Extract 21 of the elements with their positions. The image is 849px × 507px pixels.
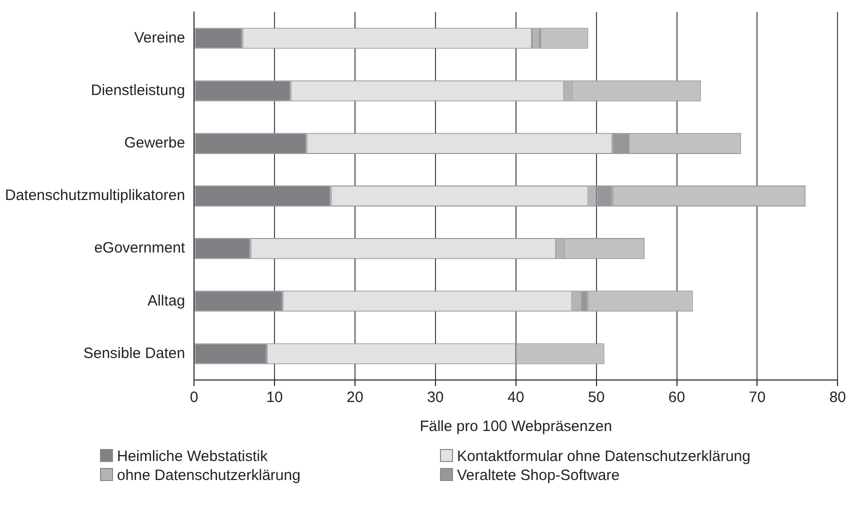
y-tick-label: Gewerbe <box>124 134 186 152</box>
legend-label: Heimliche Webstatistik <box>116 447 269 466</box>
y-tick-label: eGovernment <box>94 240 186 257</box>
x-tick-label: 60 <box>668 389 686 406</box>
y-tick-label: Sensible Daten <box>83 344 186 362</box>
legend-label: Kontaktformular ohne Datenschutzerklärung <box>456 447 752 466</box>
y-tick-label: Datenschutzmultiplikatoren <box>4 187 186 204</box>
y-tick-label: Alltag <box>148 292 186 310</box>
legend-label: Veraltete Shop-Software <box>456 466 621 485</box>
x-tick-label: 20 <box>346 389 364 406</box>
x-tick-label: 50 <box>588 389 605 406</box>
x-tick-label: 80 <box>829 389 846 406</box>
x-tick-label: 30 <box>427 389 444 406</box>
y-tick-label: Vereine <box>134 29 186 46</box>
x-tick-label: 10 <box>266 389 283 406</box>
x-tick-label: 40 <box>508 389 524 406</box>
y-tick-label: Dienstleistung <box>90 82 186 99</box>
legend-label: ohne Datenschutzerklärung <box>116 466 302 485</box>
x-tick-label: 0 <box>190 389 198 406</box>
x-axis-title: Fälle pro 100 Webpräsenzen <box>420 418 612 436</box>
x-tick-label: 70 <box>748 389 766 406</box>
